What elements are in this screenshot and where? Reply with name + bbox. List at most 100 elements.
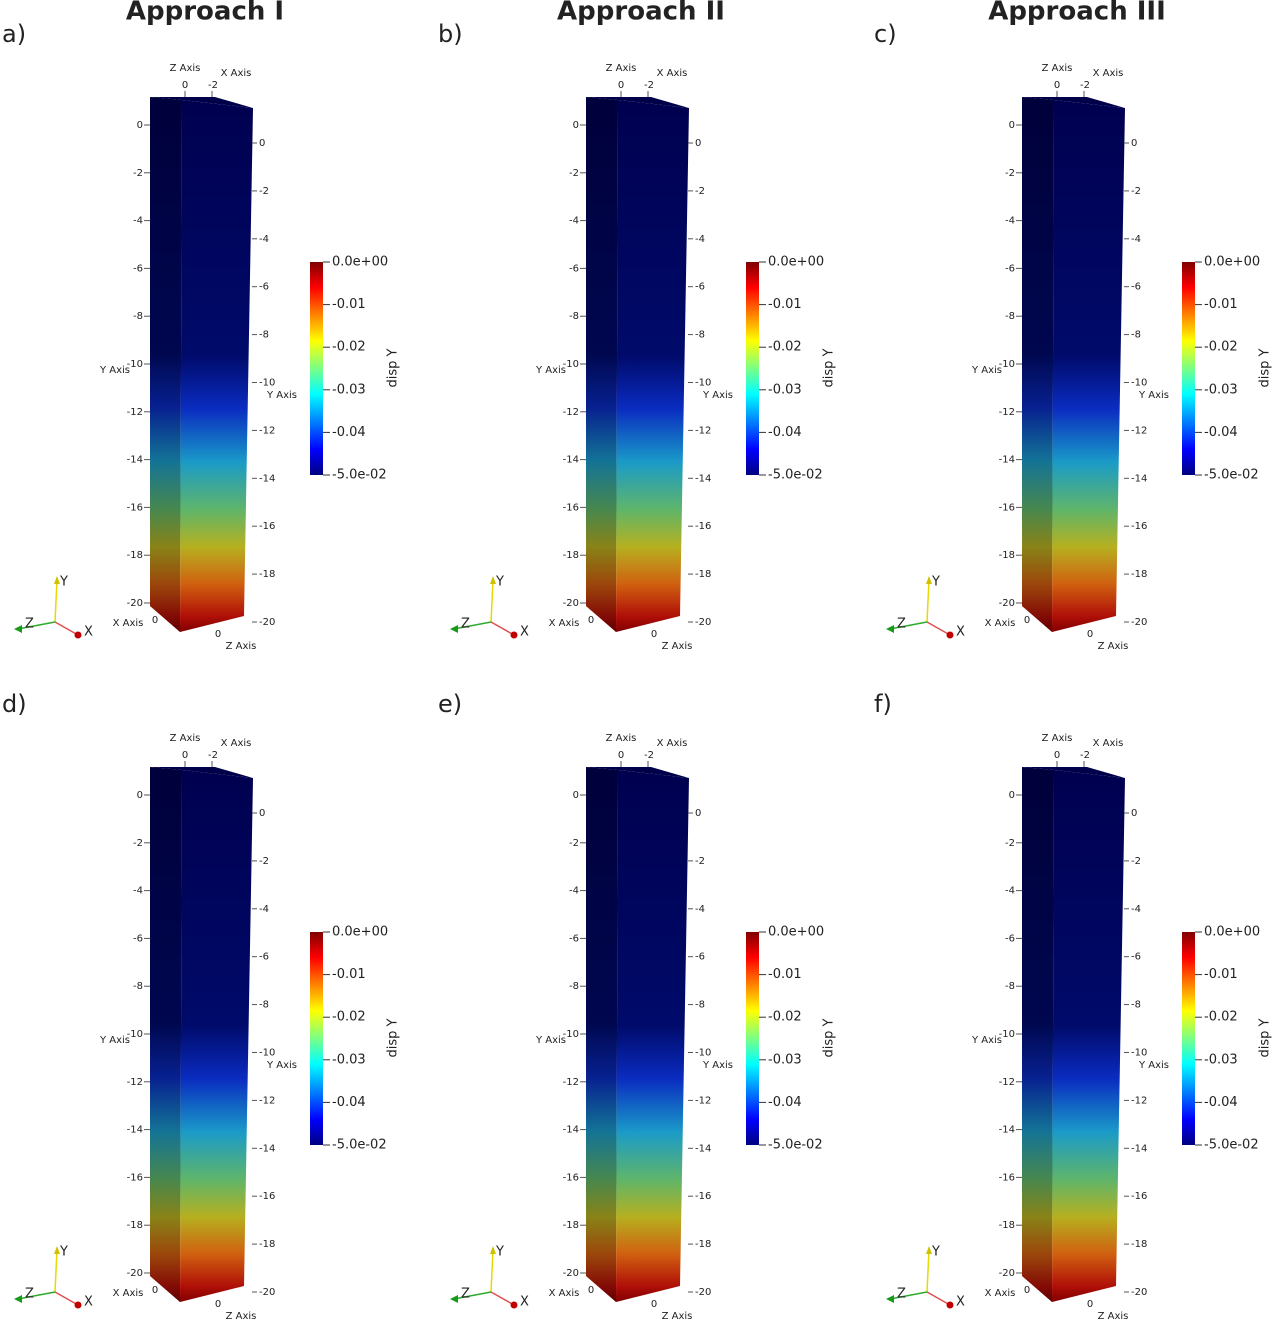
top-face [586,97,689,108]
axis-title: Y Axis [1138,390,1169,401]
y-tick-label: 0 [695,138,701,149]
triad-label: X [84,1295,93,1310]
axis-title: X Axis [657,738,688,749]
axis-title: Z Axis [1098,641,1129,652]
z-tick-label: 0 [1054,750,1060,761]
y-tick-label: -16 [695,1191,711,1202]
y-tick-label: -6 [569,263,579,274]
y-tick-label: -14 [259,1143,275,1154]
y-tick-label: 0 [1009,790,1015,801]
y-tick-label: -20 [999,1268,1015,1279]
axis-title: Z Axis [1042,733,1073,744]
y-tick-label: -10 [1131,378,1147,389]
y-tick-label: -4 [695,904,705,915]
axis-title: Z Axis [662,1311,693,1322]
y-tick-label: -18 [259,569,275,580]
colorbar-tick-label: -0.02 [332,1010,366,1025]
triad-x-tip [510,1301,518,1309]
y-tick-label: -4 [1005,216,1015,227]
y-tick-label: -8 [569,981,579,992]
axis-title: X Axis [1093,738,1124,749]
triad-label: Z [25,617,34,632]
triad-z [889,621,928,630]
y-tick-label: -10 [127,359,143,370]
y-tick-label: -12 [695,425,711,436]
y-tick-label: -8 [695,1000,705,1011]
triad-z [17,621,56,630]
y-tick-label: -6 [695,952,705,963]
colorbar-title: disp Y [1258,348,1273,387]
axis-title: Z Axis [226,1311,257,1322]
colorbar-title: disp Y [1258,1018,1273,1057]
side-face [586,97,618,632]
y-tick-label: -4 [259,904,269,915]
y-tick-label: -14 [563,455,579,466]
colorbar-tick-label: -5.0e-02 [332,468,387,483]
colorbar-tick-label: -0.02 [768,1010,802,1025]
colorbar-title: disp Y [386,348,401,387]
y-tick-label: -20 [127,1268,143,1279]
axis-title: Y Axis [99,1035,130,1046]
triad-z-tip [450,1295,458,1303]
triad-y [490,579,494,623]
panel-label: d) [2,690,27,718]
y-tick-label: -12 [259,1095,275,1106]
x-tick-label: 0 [588,1285,594,1296]
triad-y [54,579,58,623]
colorbar-tick-label: -5.0e-02 [332,1138,387,1153]
triad-x-tip [510,631,518,639]
top-face [1022,767,1125,778]
y-tick-label: -4 [133,216,143,227]
y-tick-label: -10 [1131,1048,1147,1059]
y-tick-label: -16 [563,502,579,513]
y-tick-label: -14 [999,1125,1015,1136]
x-tick-label: 0 [1024,1285,1030,1296]
colorbar-tick-label: -0.04 [332,425,366,440]
front-face [180,100,253,632]
triad-z [453,621,492,630]
triad-label: X [956,1295,965,1310]
x-tick-label: -2 [644,750,654,761]
triad-label: Z [897,617,906,632]
y-tick-label: -16 [999,1172,1015,1183]
y-tick-label: -16 [259,521,275,532]
triad-y [54,1249,58,1293]
y-tick-label: -6 [695,282,705,293]
column-title: Approach II [557,0,725,27]
y-tick-label: -6 [133,933,143,944]
triad-label: Y [931,1245,940,1260]
y-tick-label: -8 [695,330,705,341]
z-tick-label: 0 [215,1299,221,1310]
y-tick-label: -4 [1131,234,1141,245]
axis-title: Z Axis [1042,63,1073,74]
y-tick-label: -2 [569,838,579,849]
y-tick-label: -20 [695,1287,711,1298]
triad-label: X [84,625,93,640]
axis-title: X Axis [221,68,252,79]
y-tick-label: -12 [127,407,143,418]
y-tick-label: -2 [259,856,269,867]
y-tick-label: -12 [695,1095,711,1106]
panel-label: c) [874,20,897,48]
triad-x-tip [74,1301,82,1309]
y-tick-label: -6 [1131,952,1141,963]
top-face [586,767,689,778]
triad-z-tip [14,625,22,633]
colorbar [746,932,759,1145]
top-face [150,97,253,108]
axis-title: Y Axis [266,390,297,401]
y-tick-label: -16 [259,1191,275,1202]
y-tick-label: -10 [563,1029,579,1040]
y-tick-label: -20 [695,617,711,628]
colorbar-tick-label: -5.0e-02 [1204,1138,1259,1153]
colorbar [1182,932,1195,1145]
y-tick-label: -18 [1131,1239,1147,1250]
y-tick-label: -8 [1005,311,1015,322]
y-tick-label: 0 [573,790,579,801]
y-tick-label: -14 [563,1125,579,1136]
axis-title: Z Axis [170,733,201,744]
colorbar-tick-label: 0.0e+00 [768,255,824,270]
colorbar-title: disp Y [822,1018,837,1057]
y-tick-label: -20 [1131,617,1147,628]
